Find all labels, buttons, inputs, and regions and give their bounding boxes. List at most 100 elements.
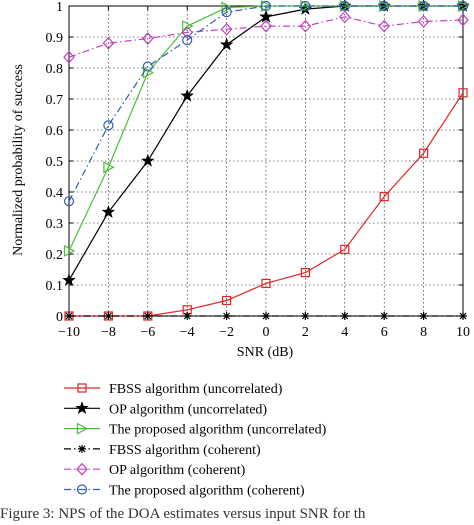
- y-tick-label: 0.6: [46, 124, 64, 139]
- legend-entry: FBSS algorithm (uncorrelated): [64, 382, 283, 397]
- legend-entry: OP algorithm (uncorrelated): [64, 401, 267, 417]
- legend-label: OP algorithm (coherent): [109, 463, 246, 478]
- data-point: [338, 10, 351, 24]
- series-6: [63, 0, 469, 207]
- legend-entry: FBSS algorithm (coherent): [64, 443, 261, 458]
- series-line: [68, 16, 464, 58]
- data-point: [300, 0, 311, 12]
- y-tick-label: 0.8: [46, 62, 64, 77]
- data-point: [219, 37, 234, 51]
- legend-label: OP algorithm (uncorrelated): [109, 402, 267, 417]
- data-point: [63, 196, 75, 207]
- y-tick-label: 0.5: [46, 155, 64, 170]
- data-point: [103, 161, 115, 174]
- x-tick-label: 10: [456, 325, 470, 340]
- y-tick-label: 0.3: [46, 217, 64, 232]
- legend-label: FBSS algorithm (uncorrelated): [109, 382, 283, 397]
- legend: FBSS algorithm (uncorrelated) OP algorith…: [64, 382, 327, 499]
- data-point: [379, 192, 389, 202]
- y-tick-label: 0.1: [46, 279, 64, 294]
- data-point: [299, 19, 312, 33]
- legend-marker: [76, 422, 89, 435]
- data-point: [103, 120, 114, 131]
- y-tick-label: 0.4: [46, 186, 64, 201]
- data-point: [143, 312, 152, 320]
- series-group: [62, 0, 470, 321]
- x-tick-label: 6: [381, 325, 388, 340]
- data-point: [340, 312, 349, 320]
- data-point: [63, 50, 75, 64]
- data-point: [259, 9, 273, 23]
- data-point: [261, 278, 271, 289]
- data-point: [340, 244, 350, 254]
- x-tick-label: −6: [140, 325, 155, 340]
- x-tick-label: 0: [263, 325, 270, 340]
- data-point: [182, 20, 194, 33]
- y-tick-label: 0.2: [46, 248, 64, 263]
- y-tick-label: 1: [56, 0, 63, 15]
- x-tick-label: −8: [101, 325, 116, 340]
- figure-caption: Figure 3: NPS of the DOA estimates versu…: [0, 506, 366, 522]
- legend-entry: OP algorithm (coherent): [64, 462, 246, 478]
- x-tick-label: 8: [420, 325, 427, 340]
- data-point: [104, 312, 113, 320]
- legend-marker: [77, 383, 87, 393]
- x-tick-label: −2: [219, 325, 234, 340]
- series-5: [63, 10, 469, 64]
- data-point: [339, 0, 350, 12]
- data-point: [301, 312, 310, 320]
- data-point: [419, 312, 428, 320]
- data-point: [222, 295, 232, 306]
- x-tick-label: 4: [341, 325, 348, 340]
- data-point: [65, 312, 73, 320]
- data-point: [180, 88, 195, 102]
- data-point: [140, 153, 155, 167]
- series-4: [65, 312, 467, 320]
- legend-marker: [76, 484, 88, 495]
- data-point: [141, 32, 154, 45]
- x-tick-label: 2: [302, 325, 309, 340]
- data-point: [459, 312, 467, 320]
- data-point: [181, 25, 194, 39]
- legend-entry: The proposed algorithm (coherent): [64, 484, 305, 499]
- data-point: [221, 7, 232, 18]
- data-point: [182, 34, 193, 46]
- data-point: [457, 13, 469, 27]
- y-tick-label: 0: [56, 310, 63, 325]
- legend-marker: [75, 401, 89, 415]
- data-point: [102, 36, 115, 50]
- data-point: [458, 88, 468, 98]
- x-tick-label: −10: [58, 325, 80, 340]
- legend-entry: The proposed algorithm (uncorrelated): [64, 423, 327, 438]
- data-point: [378, 19, 391, 33]
- x-axis-label: SNR (dB): [237, 345, 294, 360]
- y-tick-label: 0.7: [46, 93, 64, 108]
- legend-label: The proposed algorithm (uncorrelated): [109, 423, 327, 438]
- data-point: [260, 19, 272, 33]
- data-point: [260, 0, 272, 12]
- data-point: [417, 15, 430, 28]
- data-point: [222, 312, 231, 320]
- data-point: [419, 148, 429, 158]
- data-point: [262, 312, 270, 320]
- data-point: [63, 244, 76, 257]
- series-line: [68, 5, 463, 202]
- y-tick-label: 0.9: [46, 31, 64, 46]
- data-point: [380, 312, 389, 320]
- legend-label: FBSS algorithm (coherent): [109, 443, 261, 458]
- data-point: [300, 268, 310, 278]
- data-point: [142, 61, 153, 72]
- data-point: [183, 312, 192, 320]
- data-point: [62, 273, 76, 287]
- data-point: [101, 204, 116, 219]
- data-point: [418, 0, 429, 12]
- data-point: [220, 22, 233, 36]
- grid: [69, 6, 463, 316]
- x-tick-label: −4: [180, 325, 195, 340]
- legend-label: The proposed algorithm (coherent): [109, 484, 305, 499]
- data-point: [379, 0, 390, 12]
- axes: −10 −8 −6 −4 −2 0 2 4 6 8 10 0 0.1 0.2 0.3 0.4 0.5 0.6 0.7…: [46, 0, 471, 340]
- series-line: [69, 92, 464, 317]
- data-point: [221, 1, 233, 14]
